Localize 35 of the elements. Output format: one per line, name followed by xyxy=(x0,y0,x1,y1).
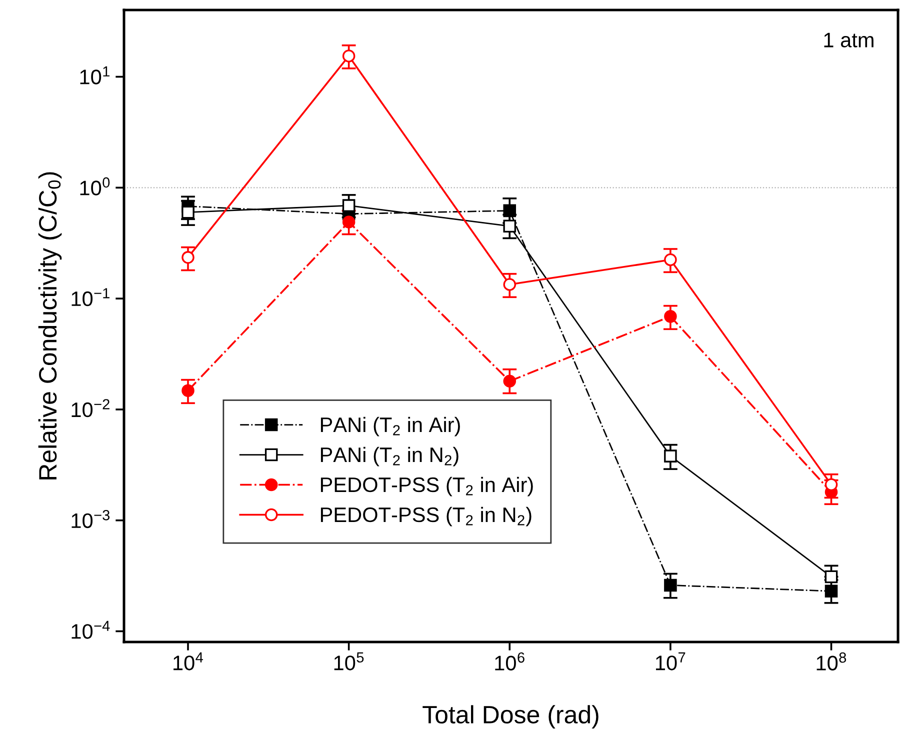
legend-label: PEDOT-PSS (T$_{2}$ in N$_{2}$) xyxy=(320,506,532,526)
point xyxy=(664,578,677,592)
y-tick-label: 10$^{−1}$ xyxy=(72,288,110,306)
x-tick-label: 10$^{6}$ xyxy=(495,652,524,670)
point xyxy=(342,216,356,228)
point xyxy=(503,374,516,388)
point xyxy=(182,384,194,397)
x-axis-title: Total Dose (rad) xyxy=(422,705,598,728)
x-tick-label: 10$^{8}$ xyxy=(816,652,846,670)
point xyxy=(503,220,516,233)
point xyxy=(664,310,677,323)
y-tick-label: 10$^{−2}$ xyxy=(72,399,110,418)
point xyxy=(664,450,677,462)
y-tick-label: 10$^{0}$ xyxy=(80,177,110,196)
y-axis-title: Relative Conductivity (C/C$_{0}$) xyxy=(38,172,62,480)
x-tick-label: 10$^{7}$ xyxy=(656,652,686,670)
point xyxy=(342,50,356,62)
point xyxy=(182,251,194,264)
y-tick-label: 10$^{−4}$ xyxy=(72,620,110,639)
point xyxy=(503,204,516,218)
x-tick-label: 10$^{5}$ xyxy=(334,652,364,670)
point xyxy=(342,199,356,212)
point xyxy=(824,478,838,492)
legend-label: PANi (T$_{2}$ in Air) xyxy=(320,416,460,436)
legend-label: PEDOT-PSS (T$_{2}$ in Air) xyxy=(320,476,533,496)
legend-label: PANi (T$_{2}$ in N$_{2}$) xyxy=(320,446,458,466)
x-tick-label: 10$^{4}$ xyxy=(174,652,204,670)
point xyxy=(664,253,677,266)
point xyxy=(824,570,838,584)
point xyxy=(503,278,516,291)
y-tick-label: 10$^{−3}$ xyxy=(72,510,110,528)
annotation: 1 atm xyxy=(824,32,874,48)
point xyxy=(824,584,838,598)
y-tick-label: 10$^{1}$ xyxy=(80,66,110,84)
point xyxy=(182,206,194,219)
